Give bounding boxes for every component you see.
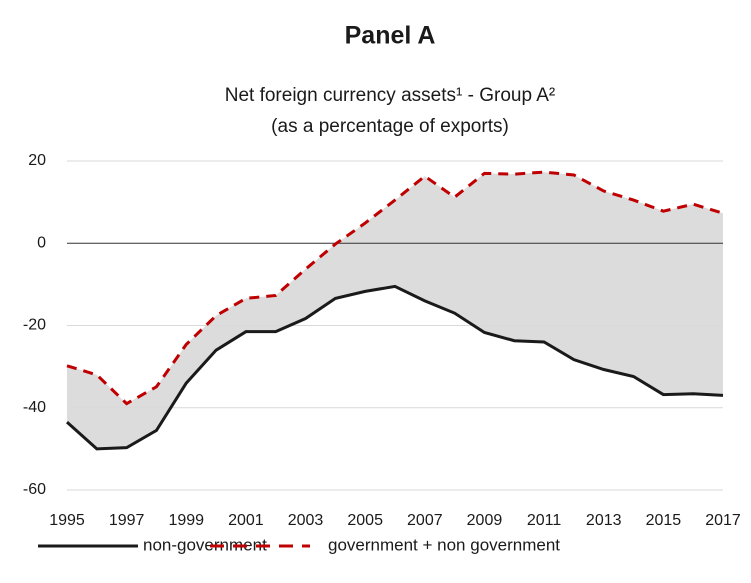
y-tick-label: 0 [37, 234, 46, 251]
x-tick-label: 2011 [527, 512, 562, 529]
y-tick-label: -20 [23, 317, 46, 334]
legend-label: non-government [143, 535, 267, 554]
chart-subtitle: (as a percentage of exports) [271, 116, 509, 137]
x-tick-label: 2015 [646, 512, 682, 529]
area-between [67, 172, 723, 449]
chart-subtitle: Net foreign currency assets¹ - Group A² [225, 85, 556, 106]
x-tick-label: 1995 [49, 512, 85, 529]
y-tick-label: -60 [23, 481, 46, 498]
x-tick-label: 1999 [168, 512, 204, 529]
x-tick-label: 2005 [347, 512, 383, 529]
series-line [66, 170, 724, 406]
x-tick-label: 2009 [467, 512, 503, 529]
x-tick-label: 2001 [228, 512, 264, 529]
x-tick-label: 2017 [705, 512, 741, 529]
chart-title: Panel A [345, 22, 436, 50]
x-tick-label: 2007 [407, 512, 443, 529]
series-line [65, 284, 724, 451]
y-tick-label: -40 [23, 399, 46, 416]
x-tick-label: 2003 [288, 512, 324, 529]
legend-label: government + non government [328, 535, 560, 554]
x-tick-label: 1997 [109, 512, 145, 529]
x-tick-label: 2013 [586, 512, 622, 529]
y-tick-label: 20 [28, 152, 46, 169]
